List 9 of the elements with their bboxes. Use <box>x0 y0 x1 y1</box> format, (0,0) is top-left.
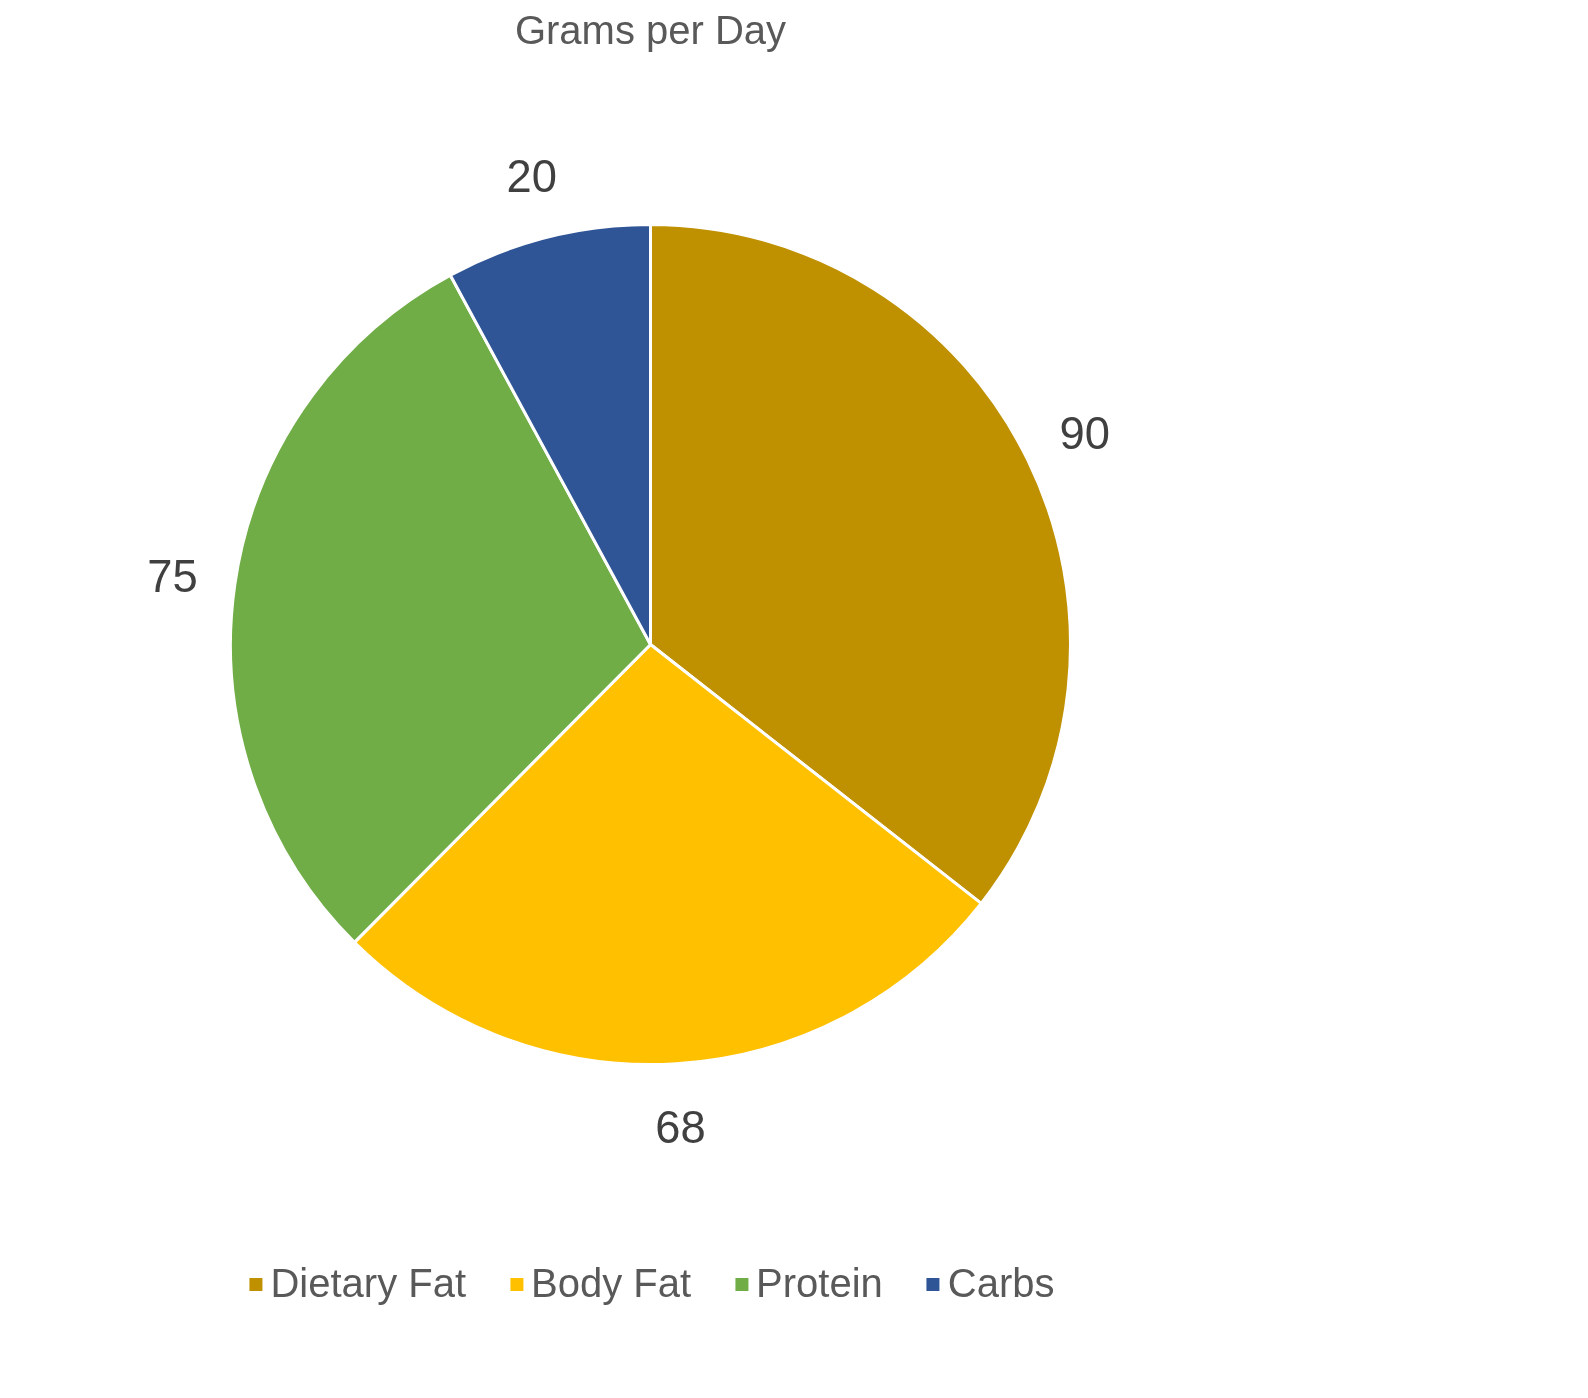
data-label: 90 <box>1059 408 1110 460</box>
legend-label: Body Fat <box>531 1261 692 1306</box>
data-label: 20 <box>506 151 557 203</box>
legend-label: Carbs <box>947 1261 1055 1306</box>
data-label: 75 <box>147 550 198 602</box>
chart-title: Grams per Day <box>514 7 787 52</box>
data-label: 68 <box>655 1101 706 1153</box>
legend-label: Dietary Fat <box>270 1261 467 1306</box>
legend-label: Protein <box>756 1261 883 1306</box>
